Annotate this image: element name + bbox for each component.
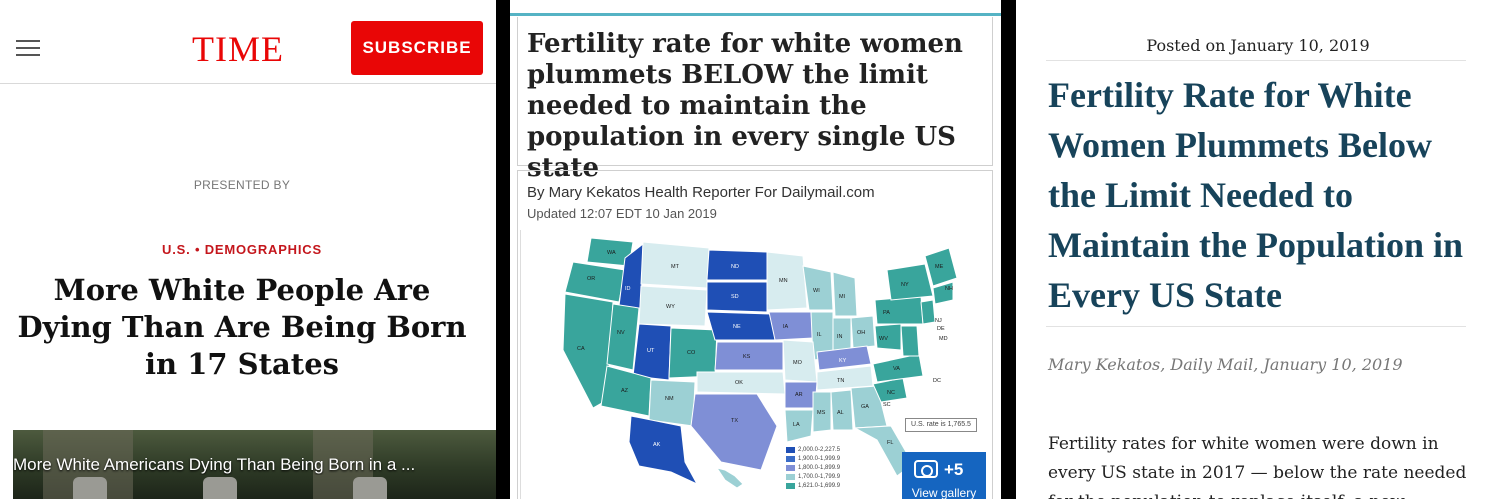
legend-swatch: [786, 465, 795, 471]
state-label: ME: [935, 264, 944, 270]
video-thumbnail[interactable]: More White Americans Dying Than Being Bo…: [13, 430, 496, 499]
dailymail-screenshot-panel: Fertility rate for white women plummets …: [510, 0, 1001, 499]
state-label: TX: [731, 418, 738, 424]
subscribe-button[interactable]: SUBSCRIBE: [351, 21, 483, 75]
state-label: DC: [933, 378, 941, 384]
gallery-count: +5: [944, 460, 964, 479]
legend-swatch: [786, 474, 795, 480]
state-label: NM: [665, 396, 674, 402]
article-headline: Fertility rate for white women plummets …: [527, 29, 963, 183]
state-label: MO: [793, 360, 803, 366]
article-body: Fertility rates for white women were dow…: [1048, 434, 1467, 499]
time-article-panel: TIME SUBSCRIBE PRESENTED BY U.S. • DEMOG…: [0, 0, 496, 499]
state-label: CA: [577, 346, 585, 352]
legend-item: 1,800.0-1,899.9: [786, 464, 840, 472]
article-headline: More White People Are Dying Than Are Bei…: [17, 273, 467, 381]
state-label: WA: [607, 250, 616, 256]
state-labels: WA MT ND MN OR ID SD WY WI MI NY ME NE I…: [577, 250, 953, 448]
state-label: DE: [937, 326, 945, 332]
state-label: NC: [887, 390, 895, 396]
state-label: MI: [839, 294, 846, 300]
camera-icon: [914, 460, 938, 478]
legend-item: 1,621.0-1,699.9: [786, 482, 840, 490]
legend-label: 1,900.0-1,999.9: [798, 456, 841, 462]
gravestone-graphic: [73, 477, 107, 499]
us-map-graphic: WA MT ND MN OR ID SD WY WI MI NY ME NE I…: [562, 237, 958, 489]
legend-item: 1,900.0-1,999.9: [786, 455, 840, 463]
time-logo[interactable]: TIME: [192, 29, 284, 69]
author-line: Mary Kekatos, Daily Mail, January 10, 20…: [1048, 355, 1403, 374]
state-label: KY: [839, 358, 847, 364]
state-label: UT: [647, 348, 655, 354]
headline-frame: [517, 17, 993, 166]
state-label: WV: [879, 336, 888, 342]
state-label: WI: [813, 288, 820, 294]
gallery-label: View gallery: [911, 486, 977, 499]
state-label: OR: [587, 276, 595, 282]
legend-item: 1,700.0-1,799.9: [786, 473, 840, 481]
state-label: IA: [783, 324, 789, 330]
state-label: IN: [837, 334, 843, 340]
divider: [1046, 60, 1466, 61]
blog-article-panel: Posted on January 10, 2019 Fertility Rat…: [1016, 0, 1500, 499]
time-header: TIME SUBSCRIBE: [0, 0, 496, 84]
fertility-map[interactable]: WA MT ND MN OR ID SD WY WI MI NY ME NE I…: [520, 230, 992, 499]
state-label: MD: [939, 336, 948, 342]
state-label: FL: [887, 440, 893, 446]
view-gallery-button[interactable]: +5 View gallery: [902, 452, 986, 499]
legend-swatch: [786, 456, 795, 462]
presented-by-label: PRESENTED BY: [193, 178, 291, 192]
legend-label: 1,700.0-1,799.9: [798, 474, 841, 480]
post-date: Posted on January 10, 2019: [1146, 36, 1370, 55]
state-label: WY: [666, 304, 675, 310]
state-label: AZ: [621, 388, 629, 394]
state-label: VA: [893, 366, 900, 372]
state-label: OH: [857, 330, 865, 336]
state-label: MT: [671, 264, 680, 270]
state-label: TN: [837, 378, 844, 384]
state-label: PA: [883, 310, 890, 316]
state-label: ND: [731, 264, 739, 270]
state-label: MS: [817, 410, 826, 416]
state-label: LA: [793, 422, 800, 428]
us-rate-note: U.S. rate is 1,765.5: [905, 418, 977, 432]
updated-timestamp: Updated 12:07 EDT 10 Jan 2019: [527, 206, 717, 221]
article-headline[interactable]: Fertility Rate for White Women Plummets …: [1048, 75, 1464, 315]
divider: [1046, 326, 1466, 327]
state-label: KS: [743, 354, 751, 360]
state-label: AL: [837, 410, 844, 416]
map-legend: 2,000.0-2,227.5 1,900.0-1,999.9 1,800.0-…: [786, 446, 840, 491]
legend-swatch: [786, 447, 795, 453]
legend-label: 1,621.0-1,699.9: [798, 483, 841, 489]
section-kicker[interactable]: U.S. • DEMOGRAPHICS: [162, 242, 322, 257]
video-title[interactable]: More White Americans Dying Than Being Bo…: [13, 455, 416, 474]
state-label: SD: [731, 294, 739, 300]
state-label: GA: [861, 404, 869, 410]
state-label: NY: [901, 282, 909, 288]
state-label: NV: [617, 330, 625, 336]
state-label: ID: [625, 286, 631, 292]
hamburger-menu-icon[interactable]: [16, 40, 40, 56]
accent-line: [510, 13, 1001, 16]
state-label: MN: [779, 278, 788, 284]
legend-label: 2,000.0-2,227.5: [798, 447, 841, 453]
legend-item: 2,000.0-2,227.5: [786, 446, 840, 454]
gravestone-graphic: [203, 477, 237, 499]
gravestone-graphic: [353, 477, 387, 499]
state-label: AR: [795, 392, 803, 398]
byline[interactable]: By Mary Kekatos Health Reporter For Dail…: [527, 184, 875, 201]
legend-label: 1,800.0-1,899.9: [798, 465, 841, 471]
state-label: NJ: [935, 318, 942, 324]
state-label: NH: [945, 286, 953, 292]
state-label: SC: [883, 402, 891, 408]
legend-swatch: [786, 483, 795, 489]
state-label: OK: [735, 380, 743, 386]
state-label: IL: [817, 332, 822, 338]
state-label: AK: [653, 442, 661, 448]
state-label: NE: [733, 324, 741, 330]
article-frame: [517, 170, 993, 499]
state-label: CO: [687, 350, 696, 356]
